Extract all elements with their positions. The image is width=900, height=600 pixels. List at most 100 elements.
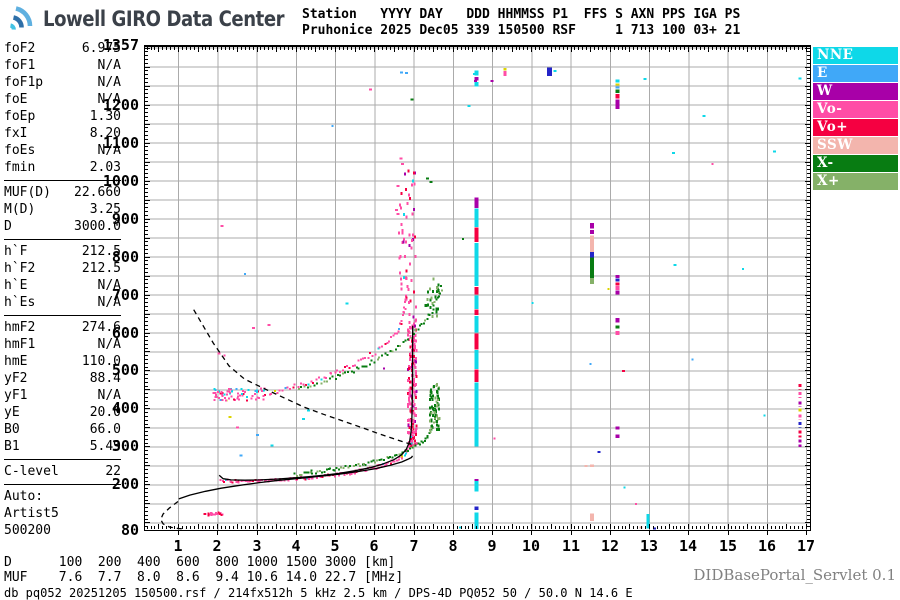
param-value: 22 [105, 464, 121, 479]
x-tick-label: 15 [719, 537, 737, 555]
param-row-yE: yE 20.0 [4, 404, 121, 421]
logo-title: Lowell GIRO Data Center [43, 7, 285, 31]
param-value: 8.20 [89, 126, 121, 141]
legend-item-W: W [813, 83, 898, 100]
x-tick-label: 13 [640, 537, 658, 555]
param-row-yF1: yF1 N/A [4, 387, 121, 404]
param-value: 22.660 [74, 185, 121, 200]
param-row-MUFD: MUF(D) 22.660 [4, 184, 121, 201]
param-value: 212.5 [81, 244, 121, 259]
param-label: B0 [4, 422, 20, 437]
y-tick-label: 200 [112, 475, 139, 493]
parameter-panel: foF2 6.975 foF1 N/A foF1p N/A foE N/A foEp 1.30 fx… [4, 40, 121, 539]
param-row-foE: foE N/A [4, 91, 121, 108]
param-value: N/A [97, 143, 121, 158]
param-label: hmF2 [4, 320, 36, 335]
x-tick-label: 9 [487, 537, 496, 555]
y-tick-label: 900 [112, 210, 139, 228]
param-row-MD: M(D) 3.25 [4, 201, 121, 218]
curve-muf-transmission-curve [193, 309, 414, 446]
param-label: foE [4, 92, 28, 107]
curve-model-E-profile [159, 500, 186, 530]
panel-separator [4, 180, 121, 181]
param-value: 2.03 [89, 160, 121, 175]
param-row-hmE: hmE 110.0 [4, 353, 121, 370]
param-row-hF2: h`F2 212.5 [4, 260, 121, 277]
param-value: 3000.0 [74, 219, 121, 234]
rfi-column-12.98MHz [646, 514, 650, 529]
param-value: N/A [97, 278, 121, 293]
param-label: foEp [4, 109, 36, 124]
x-tick-label: 5 [330, 537, 339, 555]
y-tick-label: 600 [112, 324, 139, 342]
legend-item-NNE: NNE [813, 47, 898, 64]
lowell-giro-logo: Lowell GIRO Data Center [6, 5, 323, 33]
param-label: fxI [4, 126, 28, 141]
param-label: C-level [4, 464, 59, 479]
param-row-B0: B0 66.0 [4, 421, 121, 438]
cloud-sparse-noise [223, 125, 766, 505]
param-row-hmF2: hmF2 274.6 [4, 319, 121, 336]
x-tick-label: 17 [797, 537, 815, 555]
cloud-F2hop-cluster [212, 387, 267, 402]
param-row-hE: h`E N/A [4, 277, 121, 294]
param-row-fxI: fxI 8.20 [4, 125, 121, 142]
axis-ticks [145, 47, 810, 535]
station-header: Station YYYY DAY DDD HHMMSS P1 FFS S AXN… [302, 7, 740, 39]
x-tick-label: 4 [291, 537, 300, 555]
measurement-status-line: db pq052 20251205 150500.rsf / 214fx512h… [4, 586, 633, 600]
y-tick-label: 300 [112, 437, 139, 455]
param-value: 20.0 [89, 405, 121, 420]
rfi-column-16.85MHz [798, 384, 802, 448]
param-value: 6.975 [81, 41, 121, 56]
y-tick-label: 500 [112, 361, 139, 379]
param-label: D [4, 219, 12, 234]
trace-F2-O-2hop [269, 296, 408, 396]
rfi-column-11.55MHz [590, 223, 595, 521]
panel-separator [4, 459, 121, 460]
param-label: hmE [4, 354, 28, 369]
x-tick-label: 3 [252, 537, 261, 555]
param-row-hmF1: hmF1 N/A [4, 336, 121, 353]
legend-item-Vo: Vo- [813, 101, 898, 118]
param-value: N/A [97, 92, 121, 107]
y-tick-label: 1357 [103, 36, 139, 54]
x-tick-label: 10 [522, 537, 540, 555]
y-tick-label: 1200 [103, 96, 139, 114]
param-value: 88.4 [89, 371, 121, 386]
param-label: foF2 [4, 41, 36, 56]
param-value: N/A [97, 337, 121, 352]
x-tick-label: 11 [562, 537, 580, 555]
giro-wave-icon [9, 6, 33, 30]
param-label: fmin [4, 160, 36, 175]
param-row-foEs: foEs N/A [4, 142, 121, 159]
param-label: M(D) [4, 202, 36, 217]
y-tick-label: 400 [112, 399, 139, 417]
x-tick-label: 12 [601, 537, 619, 555]
param-row-yF2: yF2 88.4 [4, 370, 121, 387]
plot-frame [144, 45, 811, 531]
axis-labels: 1357120011001000900800700600500400300200… [103, 36, 815, 555]
param-row-foF2: foF2 6.975 [4, 40, 121, 57]
trace-F2-X-2hop [298, 285, 443, 390]
y-tick-label: 80 [121, 521, 139, 539]
x-tick-label: 7 [409, 537, 418, 555]
param-label: h`E [4, 278, 28, 293]
param-label: h`Es [4, 295, 36, 310]
param-row-foF1p: foF1p N/A [4, 74, 121, 91]
cloud-Es-cluster [203, 511, 224, 517]
legend-item-Vo: Vo+ [813, 119, 898, 136]
param-value: 66.0 [89, 422, 121, 437]
param-row-foEp: foEp 1.30 [4, 108, 121, 125]
autoscaler-line: Auto: [4, 489, 44, 504]
curve-true-height-profile [178, 455, 414, 500]
param-value: 110.0 [81, 354, 121, 369]
param-row-D: D 3000.0 [4, 218, 121, 235]
x-tick-label: 8 [448, 537, 457, 555]
rfi-column-8.6MHz [474, 70, 479, 530]
param-label: foF1 [4, 58, 36, 73]
param-label: MUF(D) [4, 185, 51, 200]
legend-item-SSW: SSW [813, 137, 898, 154]
cloud-F2hop-spread-X [424, 277, 441, 319]
